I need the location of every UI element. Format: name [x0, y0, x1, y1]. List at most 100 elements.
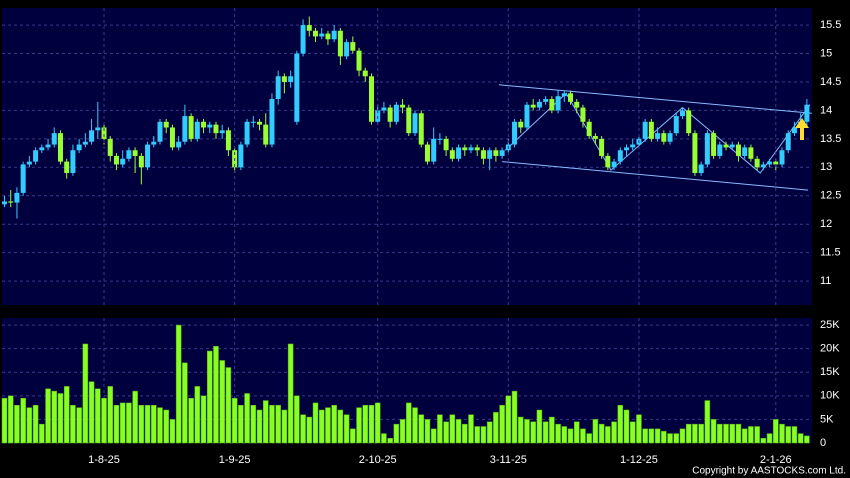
y-tick-label: 11.5 [820, 247, 841, 259]
candle-body [213, 124, 219, 134]
candle-body [194, 121, 200, 139]
volume-bar [95, 388, 101, 444]
candle-body [773, 161, 779, 165]
volume-bar [710, 419, 717, 444]
volume-bar [468, 414, 474, 444]
volume-bar [536, 409, 543, 444]
candle-body [648, 121, 654, 139]
volume-bar [493, 412, 499, 444]
candle-body [748, 147, 754, 159]
candle-body [717, 144, 723, 156]
volume-bar [605, 426, 611, 444]
volume-bar [57, 393, 64, 444]
volume-bar [287, 343, 294, 444]
candle-body [132, 150, 138, 156]
volume-bar [766, 433, 773, 444]
volume-bar [182, 362, 188, 444]
candle-body [673, 116, 679, 134]
candle-body [424, 144, 430, 162]
candle-body [350, 42, 356, 51]
volume-bar [393, 423, 400, 444]
candle-body [574, 101, 580, 108]
volume-bar [399, 419, 406, 444]
candle-body [735, 144, 741, 156]
candle-body [145, 144, 151, 168]
volume-bar [14, 405, 20, 444]
volume-bar [26, 407, 33, 444]
candle-body [344, 42, 350, 57]
volume-bar [101, 397, 107, 444]
volume-bar [132, 390, 138, 444]
candle-body [667, 133, 673, 142]
candle-body [331, 30, 337, 40]
candle-body [275, 76, 281, 100]
volume-bar [698, 423, 704, 444]
candle-body [468, 147, 474, 151]
volume-bar [561, 426, 568, 444]
candle-body [70, 150, 76, 173]
volume-bar [387, 438, 393, 444]
y-tick-label: 12 [820, 218, 832, 230]
candle-body [549, 99, 555, 111]
volume-bar [580, 428, 586, 444]
volume-bar [219, 360, 225, 444]
volume-bar [381, 433, 387, 444]
volume-bar [542, 421, 549, 444]
candle-body [313, 30, 318, 37]
volume-bar [138, 405, 145, 444]
volume-bar [368, 405, 375, 444]
y-tick-label: 15K [820, 366, 840, 378]
candle-body [543, 99, 549, 102]
volume-bar [119, 402, 126, 444]
candle-body [201, 121, 207, 128]
copyright: Copyright by AASTOCKS.com Ltd. [692, 466, 846, 477]
volume-bar [804, 435, 810, 444]
volume-bar [350, 428, 356, 444]
candle-body [412, 113, 418, 134]
candle-body [362, 70, 368, 77]
candle-body [723, 144, 729, 148]
candle-body [325, 33, 331, 40]
volume-bar [629, 421, 636, 444]
candle-body [785, 133, 791, 151]
volume-bar [480, 426, 487, 444]
volume-bar [741, 428, 748, 444]
volume-bar [530, 421, 536, 444]
x-tick-label: 3-11-25 [490, 454, 527, 466]
volume-bar [455, 419, 462, 444]
candle-body [113, 155, 119, 165]
candle-body [101, 127, 107, 139]
volume-bar [32, 405, 39, 444]
candle-body [804, 104, 810, 122]
candle-body [760, 164, 766, 168]
volume-bar [374, 402, 381, 444]
candle-body [8, 201, 14, 203]
volume-bar [356, 407, 362, 444]
volume-bar [518, 416, 524, 444]
volume-bar [325, 407, 331, 444]
y-tick-label: 13 [820, 161, 832, 173]
volume-bar [636, 414, 642, 444]
volume-bar [555, 423, 561, 444]
volume-bar [567, 428, 574, 444]
candle-body [176, 141, 182, 148]
volume-bar [623, 409, 630, 444]
volume-bar [430, 428, 437, 444]
volume-bar [250, 405, 257, 444]
volume-bar [779, 423, 785, 444]
x-tick-label: 2-1-26 [760, 454, 792, 466]
volume-bar [406, 402, 412, 444]
volume-bar [194, 386, 201, 444]
volume-bar [648, 428, 655, 444]
candle-body [207, 124, 213, 128]
volume-bar [151, 405, 157, 444]
candle-body [95, 127, 101, 131]
y-tick-label: 5K [820, 413, 834, 425]
candle-body [605, 155, 611, 168]
volume-bar [231, 397, 238, 444]
volume-bar [7, 395, 14, 444]
volume-bar [785, 426, 791, 444]
y-tick-label: 15.5 [820, 19, 841, 31]
y-tick-label: 14 [820, 104, 832, 116]
